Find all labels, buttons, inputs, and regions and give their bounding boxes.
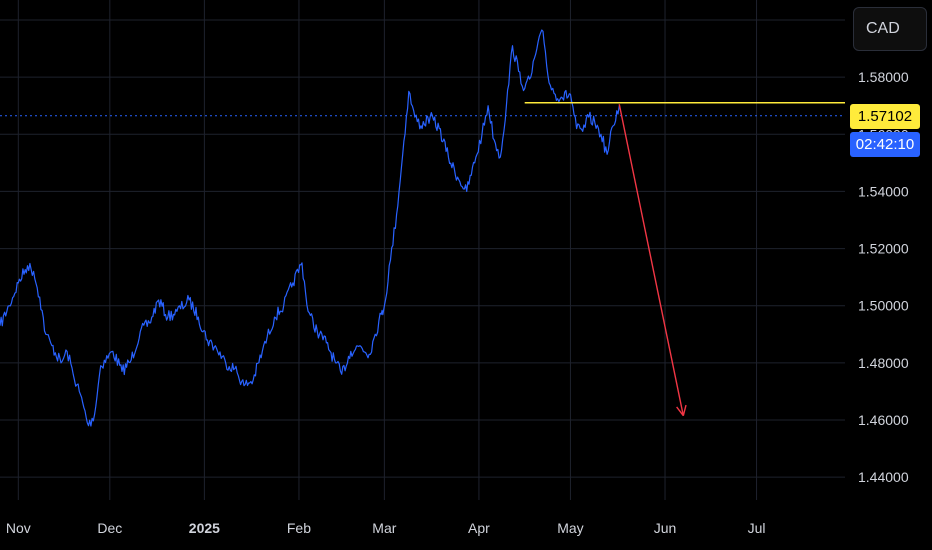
x-axis: Nov Dec 2025 Feb Mar Apr May Jun Jul [6, 520, 766, 536]
y-tick-label: 1.44000 [858, 469, 909, 485]
y-tick-label: 1.50000 [858, 298, 909, 314]
projection-arrow-shaft [618, 104, 685, 416]
y-axis: 1.600001.580001.560001.540001.520001.500… [858, 12, 909, 485]
currency-button[interactable]: CAD [853, 7, 927, 51]
x-tick-label: Feb [287, 520, 311, 536]
y-tick-label: 1.58000 [858, 69, 909, 85]
projection-arrow-head [682, 404, 687, 416]
x-tick-label: Nov [6, 520, 31, 536]
y-tick-label: 1.46000 [858, 412, 909, 428]
y-tick-label: 1.48000 [858, 355, 909, 371]
level-price-tag: 1.57102 [850, 104, 920, 129]
x-tick-label: Dec [97, 520, 122, 536]
x-tick-label: 2025 [189, 520, 220, 536]
countdown-tag: 02:42:10 [850, 132, 920, 157]
x-tick-label: Mar [372, 520, 396, 536]
x-tick-label: Jun [654, 520, 677, 536]
chart-grid [0, 0, 845, 500]
y-tick-label: 1.54000 [858, 183, 909, 199]
price-series-line [0, 29, 620, 427]
projection-arrow-head [676, 406, 684, 417]
x-tick-label: Jul [748, 520, 766, 536]
projection-arrow[interactable] [618, 104, 687, 417]
y-tick-label: 1.52000 [858, 241, 909, 257]
x-tick-label: Apr [468, 520, 490, 536]
x-tick-label: May [557, 520, 583, 536]
